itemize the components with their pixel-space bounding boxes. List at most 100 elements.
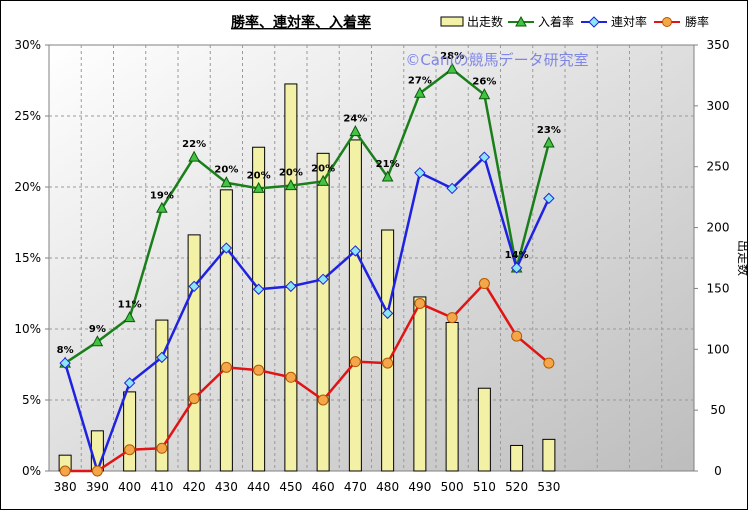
data-label: 26%: [472, 77, 496, 88]
left-axis-ticks: 0% 5% 10% 15% 20% 25% 30%: [14, 38, 49, 478]
bar: [219, 189, 233, 472]
data-label: 20%: [279, 168, 303, 179]
data-label: 9%: [89, 324, 106, 335]
x-tick-label: 410: [150, 480, 173, 494]
right-tick-label: 100: [707, 342, 730, 356]
legend-label-bars: 出走数: [467, 14, 503, 29]
marker-triangle: [285, 179, 297, 191]
marker-triangle: [123, 311, 136, 323]
right-tick-label: 300: [707, 99, 730, 113]
x-axis-ticks: 380 390 400 410 420 430 440 450 460 470 480 490 500 5…: [54, 480, 561, 494]
x-tick-label: 420: [183, 480, 206, 494]
bar: [187, 234, 201, 472]
series-line-diamond: [63, 155, 551, 473]
marker-diamond: [123, 377, 136, 389]
marker-diamond: [252, 283, 265, 295]
marker-diamond: [317, 273, 329, 286]
bar: [123, 391, 137, 472]
data-label: 8%: [57, 345, 74, 356]
marker-triangle: [317, 174, 329, 186]
marker-circle: [446, 312, 458, 324]
marker-diamond: [188, 280, 200, 293]
marker-circle: [253, 364, 265, 376]
marker-triangle: [414, 86, 426, 98]
data-label: 21%: [376, 159, 400, 170]
right-tick-label: 200: [707, 221, 730, 235]
right-axis-label: 出走数: [736, 240, 748, 276]
series-line-circle: [65, 282, 550, 473]
lines: [63, 67, 551, 473]
right-axis-ticks: 0 50 100 150 200 250 300 350: [694, 38, 729, 478]
left-tick-label: 5%: [22, 393, 41, 407]
marker-triangle: [349, 125, 362, 137]
series-line-triangle: [64, 67, 551, 365]
marker-triangle: [91, 335, 104, 347]
x-tick-label: 440: [247, 480, 270, 494]
marker-circle: [220, 361, 232, 373]
left-tick-label: 0%: [22, 464, 41, 478]
marker-diamond: [349, 245, 362, 257]
marker-triangle: [478, 88, 491, 100]
marker-triangle: [188, 150, 200, 162]
legend-label-place: 入着率: [538, 14, 574, 29]
data-labels: 8% 9% 11% 19% 22% 20% 20% 20% 20% 24% 21% 27% 28% 26%…: [57, 51, 561, 356]
left-tick-label: 25%: [14, 109, 41, 123]
x-tick-label: 470: [344, 480, 367, 494]
legend-label-win: 勝率: [685, 14, 709, 29]
data-label: 22%: [182, 139, 206, 150]
marker-circle: [382, 357, 394, 369]
marker-triangle: [381, 170, 394, 182]
marker-circle: [349, 356, 361, 368]
bar: [542, 438, 556, 472]
bar: [316, 152, 330, 472]
data-label: 28%: [440, 51, 464, 62]
x-tick-label: 500: [441, 480, 464, 494]
legend-marker-rentai: [588, 16, 600, 28]
marker-diamond: [414, 167, 426, 179]
marker-triangle: [252, 181, 265, 193]
x-tick-label: 380: [54, 480, 77, 494]
x-tick-label: 480: [376, 480, 399, 494]
marker-circle: [285, 371, 297, 383]
marker-triangle: [156, 201, 168, 213]
legend-label-rentai: 連対率: [611, 14, 647, 29]
marker-circle: [414, 297, 426, 309]
grid-lines: [49, 45, 694, 471]
marker-circle: [478, 278, 490, 290]
watermark: ©Caniの競馬データ研究室: [405, 51, 588, 69]
marker-diamond: [381, 307, 394, 320]
marker-circle: [91, 465, 103, 477]
legend: 出走数 入着率 連対率 勝率: [440, 14, 709, 29]
bar: [348, 139, 362, 472]
left-tick-label: 30%: [14, 38, 41, 52]
marker-circle: [156, 442, 168, 454]
marker-triangle: [446, 62, 458, 74]
x-tick-label: 450: [279, 480, 302, 494]
marker-diamond: [156, 351, 168, 364]
marker-diamond: [59, 357, 71, 369]
markers: [59, 62, 555, 477]
marker-circle: [59, 465, 71, 477]
x-tick-label: 460: [312, 480, 335, 494]
bar: [445, 322, 459, 472]
marker-triangle: [220, 176, 233, 188]
marker-diamond: [285, 280, 297, 293]
x-tick-label: 490: [408, 480, 431, 494]
marker-circle: [124, 444, 136, 456]
marker-circle: [543, 357, 555, 369]
marker-diamond: [446, 182, 458, 195]
data-label: 20%: [247, 170, 271, 181]
data-label: 27%: [408, 75, 432, 86]
data-label: 24%: [343, 114, 367, 125]
bar: [510, 444, 524, 472]
left-tick-label: 10%: [14, 322, 41, 336]
marker-diamond: [220, 242, 233, 254]
marker-circle: [188, 393, 200, 405]
data-label: 23%: [537, 125, 561, 136]
data-label: 19%: [150, 190, 174, 201]
right-tick-label: 50: [710, 403, 725, 417]
data-label: 20%: [311, 163, 335, 174]
right-tick-label: 150: [707, 281, 730, 295]
